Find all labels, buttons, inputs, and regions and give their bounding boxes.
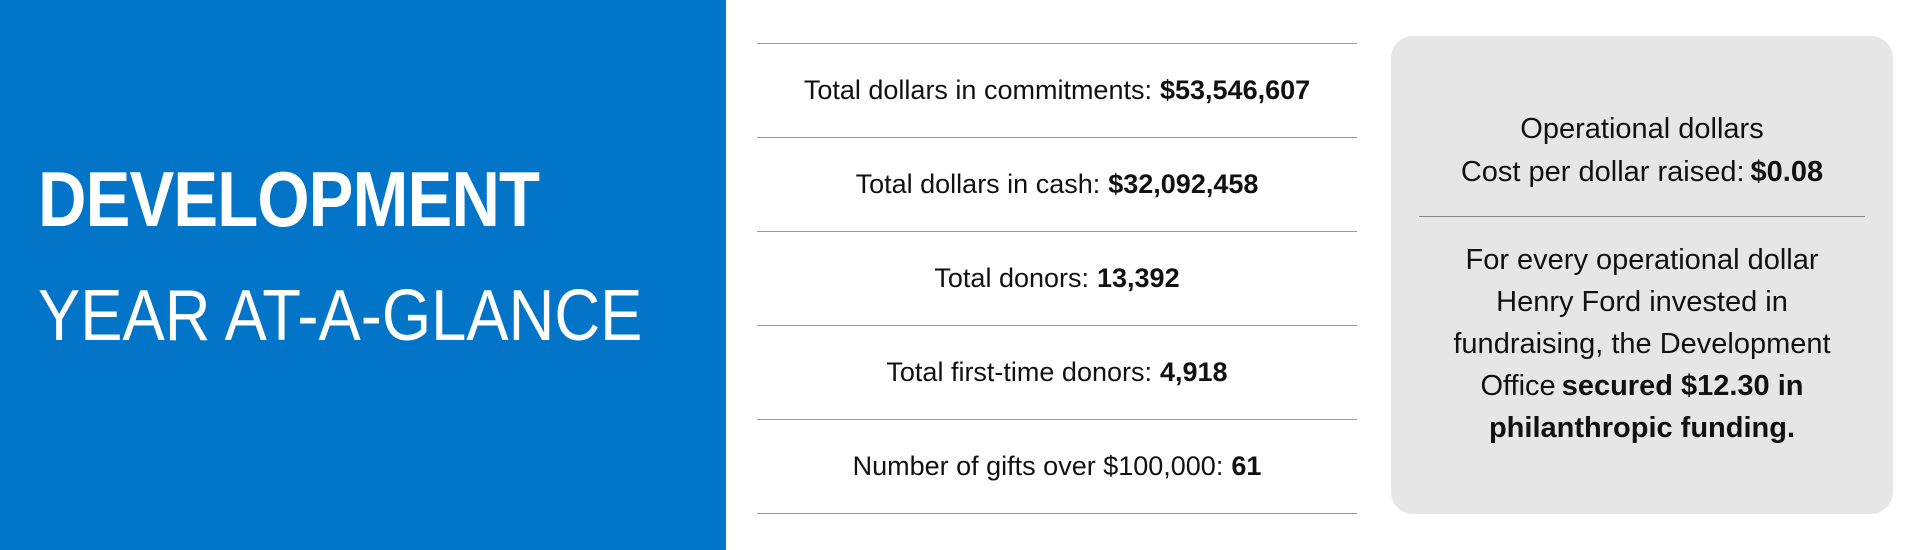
stat-row: Total dollars in cash: $32,092,458 xyxy=(757,138,1357,232)
body-text: For every operational dollar Henry Ford … xyxy=(1453,244,1831,402)
stat-value: 13,392 xyxy=(1097,263,1180,293)
title: DEVELOPMENT xyxy=(38,155,540,243)
header-panel: DEVELOPMENT YEAR AT-A-GLANCE xyxy=(0,0,726,550)
stat-row: Total dollars in commitments: $53,546,607 xyxy=(757,44,1357,138)
stat-label: Total dollars in cash: xyxy=(855,169,1101,199)
stat-value: $32,092,458 xyxy=(1108,169,1259,199)
stat-row: Number of gifts over $100,000: 61 xyxy=(757,420,1357,514)
stat-value: 61 xyxy=(1231,451,1262,481)
divider xyxy=(1419,216,1865,217)
stat-label: Total first-time donors: xyxy=(886,357,1152,387)
body-emphasis: secured $12.30 in philanthropic funding. xyxy=(1488,370,1804,444)
stat-value: $53,546,607 xyxy=(1159,75,1311,105)
stat-label: Total dollars in commitments: xyxy=(803,75,1152,105)
info-card: Operational dollars Cost per dollar rais… xyxy=(1391,36,1893,514)
card-heading: Operational dollars Cost per dollar rais… xyxy=(1391,36,1893,194)
stat-label: Total donors: xyxy=(934,263,1089,293)
stat-row: Total first-time donors: 4,918 xyxy=(757,326,1357,420)
card-body: For every operational dollar Henry Ford … xyxy=(1391,239,1893,449)
metric-value: $0.08 xyxy=(1750,156,1824,188)
metric-label: Cost per dollar raised: xyxy=(1460,156,1745,188)
stat-label: Number of gifts over $100,000: xyxy=(852,451,1224,481)
stats-list: Total dollars in commitments: $53,546,607… xyxy=(757,43,1357,514)
stat-row: Total donors: 13,392 xyxy=(757,232,1357,326)
card-metric: Cost per dollar raised: $0.08 xyxy=(1391,151,1893,194)
subtitle: YEAR AT-A-GLANCE xyxy=(38,276,643,356)
stat-value: 4,918 xyxy=(1160,357,1228,387)
card-title: Operational dollars xyxy=(1520,113,1764,145)
